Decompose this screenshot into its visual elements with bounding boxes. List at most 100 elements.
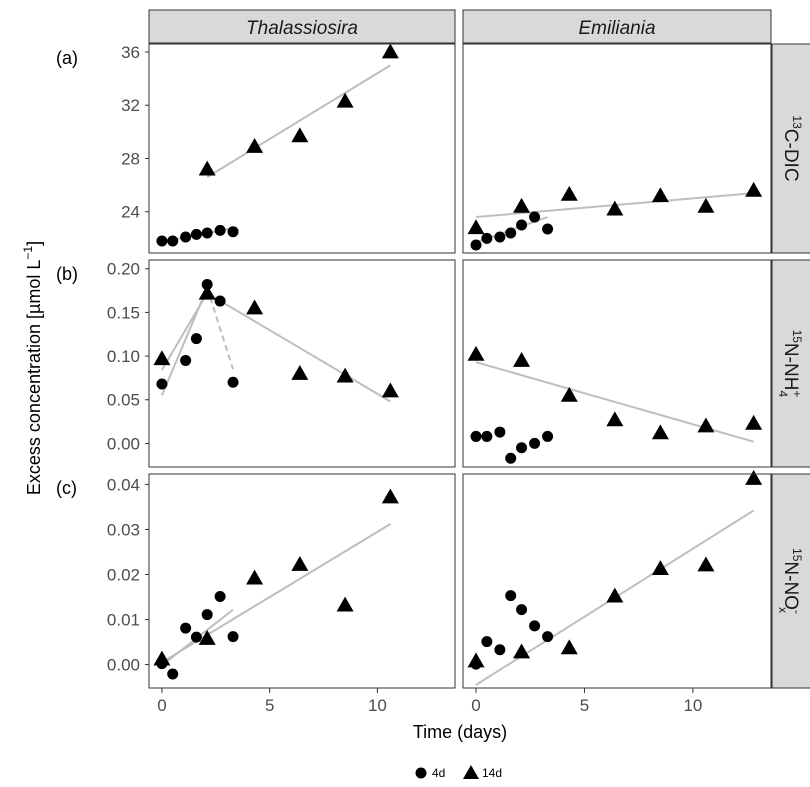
panel-emiliania-1 bbox=[462, 43, 772, 254]
panel-border bbox=[462, 259, 772, 468]
data-point-4d bbox=[470, 239, 482, 251]
data-point-4d bbox=[505, 590, 517, 602]
y-tick-label: 0.00 bbox=[107, 656, 140, 675]
data-point-14d bbox=[381, 382, 399, 398]
x-tick-label: 5 bbox=[265, 696, 274, 715]
panel-background bbox=[149, 474, 455, 688]
data-point-14d bbox=[697, 417, 715, 433]
data-point-14d bbox=[153, 350, 171, 366]
data-point-14d bbox=[381, 488, 399, 504]
row-label: 15N-NO-x bbox=[776, 548, 804, 614]
legend-key-triangle bbox=[463, 765, 479, 779]
data-point-4d bbox=[494, 426, 506, 438]
row-label-main: N-NO bbox=[780, 561, 801, 610]
data-point-4d bbox=[529, 211, 541, 223]
data-point-14d bbox=[745, 181, 763, 197]
y-tick-label: 0.05 bbox=[107, 391, 140, 410]
data-point-4d bbox=[529, 620, 541, 632]
data-point-14d bbox=[651, 424, 669, 440]
data-point-14d bbox=[246, 569, 264, 585]
row-label: 15N-NH+4 bbox=[776, 330, 804, 398]
data-point-4d bbox=[227, 376, 239, 388]
row-label-sup: - bbox=[790, 610, 804, 614]
row-strip-2: 15N-NH+4 bbox=[771, 259, 810, 468]
y-axis-title: Excess concentration [µmol L−1] bbox=[21, 241, 44, 495]
data-point-4d bbox=[180, 622, 192, 634]
x-axis-title: Time (days) bbox=[413, 722, 507, 742]
strip-background bbox=[771, 43, 810, 254]
data-point-4d bbox=[180, 231, 192, 243]
data-point-4d bbox=[529, 437, 541, 449]
data-point-4d bbox=[481, 232, 493, 244]
data-point-14d bbox=[467, 652, 485, 668]
data-point-4d bbox=[516, 604, 528, 616]
data-point-4d bbox=[542, 631, 554, 643]
legend-item-14d: 14d bbox=[463, 765, 502, 780]
y-tick-label: 36 bbox=[121, 43, 140, 62]
strip-background bbox=[771, 473, 810, 689]
data-point-4d bbox=[214, 295, 226, 307]
x-tick-label: 5 bbox=[580, 696, 589, 715]
strip-background bbox=[771, 259, 810, 468]
data-point-4d bbox=[190, 631, 202, 643]
data-point-4d bbox=[156, 235, 168, 247]
row-label: 13C-DIC bbox=[780, 115, 804, 181]
legend-item-4d: 4d bbox=[415, 766, 445, 780]
legend-label: 14d bbox=[482, 766, 502, 780]
data-point-4d bbox=[167, 235, 179, 247]
row-label-sup: 13 bbox=[790, 115, 804, 129]
y-tick-label: 24 bbox=[121, 203, 140, 222]
data-point-14d bbox=[651, 187, 669, 203]
fit-line-dashed bbox=[206, 287, 234, 370]
data-point-4d bbox=[494, 231, 506, 243]
panel-background bbox=[463, 474, 771, 688]
data-point-4d bbox=[516, 219, 528, 231]
data-point-14d bbox=[246, 138, 264, 153]
row-label-sub: x bbox=[776, 607, 790, 613]
y-tick-label: 0.04 bbox=[107, 475, 140, 494]
strip-label: Thalassiosira bbox=[246, 18, 358, 39]
data-point-14d bbox=[606, 200, 624, 216]
row-label-main: C-DIC bbox=[780, 129, 801, 182]
y-axis-title-part: Excess concentration [µmol L bbox=[24, 260, 44, 495]
data-point-14d bbox=[606, 587, 624, 603]
panel-tag-3: (c) bbox=[56, 478, 77, 498]
data-point-14d bbox=[745, 470, 763, 485]
panel-background bbox=[463, 260, 771, 467]
x-tick-label: 10 bbox=[368, 696, 387, 715]
x-axis-thalassiosira: 0 5 10 bbox=[157, 688, 387, 715]
data-point-4d bbox=[214, 591, 226, 603]
panel-border bbox=[462, 473, 772, 689]
y-axis-row-1: 24 28 32 36 bbox=[121, 43, 149, 222]
data-point-4d bbox=[505, 227, 517, 239]
data-point-4d bbox=[481, 636, 493, 648]
x-tick-label: 0 bbox=[471, 696, 480, 715]
y-tick-label: 0.15 bbox=[107, 303, 140, 322]
data-point-4d bbox=[190, 228, 202, 240]
row-strip-3: 15N-NO-x bbox=[771, 473, 810, 689]
data-point-14d bbox=[467, 219, 485, 235]
panel-border bbox=[462, 43, 772, 254]
data-point-4d bbox=[180, 354, 192, 366]
strip-background bbox=[148, 9, 456, 44]
y-tick-label: 28 bbox=[121, 149, 140, 168]
data-point-14d bbox=[336, 596, 354, 612]
data-point-14d bbox=[513, 197, 531, 213]
strip-background bbox=[462, 9, 772, 44]
data-point-14d bbox=[291, 365, 309, 380]
panel-thalassiosira-2 bbox=[148, 259, 456, 468]
data-point-4d bbox=[516, 442, 528, 454]
data-point-14d bbox=[246, 299, 264, 315]
panel-emiliania-3 bbox=[462, 470, 772, 689]
panel-border bbox=[148, 259, 456, 468]
panel-border bbox=[148, 473, 456, 689]
data-point-14d bbox=[198, 629, 216, 645]
panel-emiliania-2 bbox=[462, 259, 772, 468]
fit-line bbox=[206, 292, 391, 403]
row-label-sub: 4 bbox=[776, 390, 790, 397]
row-label-sup: + bbox=[790, 390, 804, 397]
fit-line bbox=[206, 64, 391, 178]
data-point-14d bbox=[745, 414, 763, 430]
data-point-14d bbox=[560, 185, 578, 201]
